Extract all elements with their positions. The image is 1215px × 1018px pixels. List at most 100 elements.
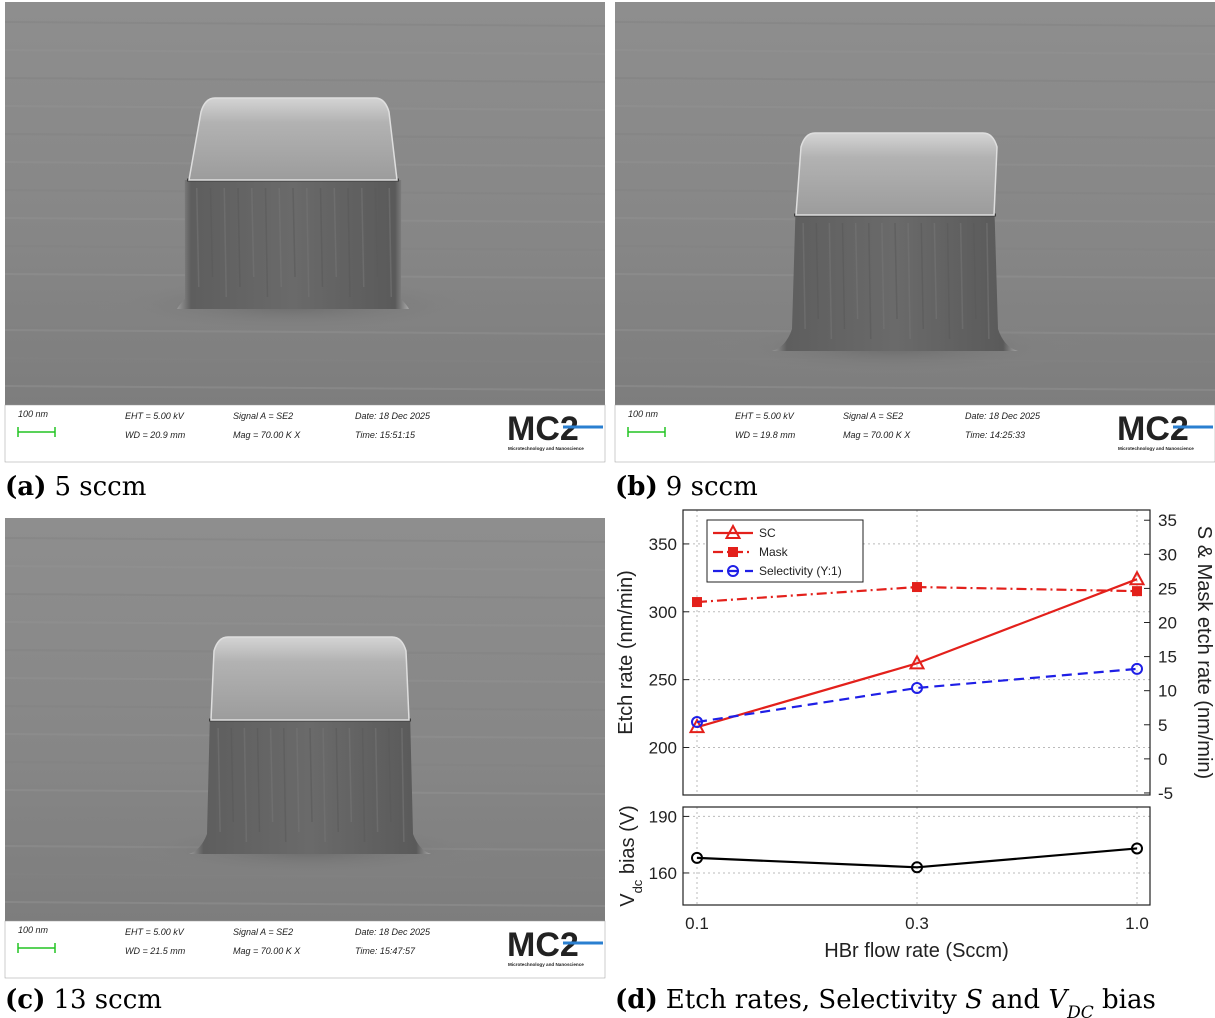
- y-tick-label: 190: [649, 807, 677, 826]
- striation: [256, 727, 261, 833]
- sem-wd: WD = 21.5 mm: [125, 946, 186, 956]
- striation: [251, 187, 255, 278]
- texture: [4, 77, 606, 83]
- striation: [841, 222, 846, 330]
- texture: [4, 21, 606, 27]
- sem-wd: WD = 19.8 mm: [735, 430, 796, 440]
- plot: 200 250 300 350 -5 0 5 10 15 20 25 30 35 Etch rate (n…: [615, 509, 1215, 803]
- pillar-cap: [188, 97, 398, 181]
- marker: [912, 582, 922, 593]
- y2-tick-label: 25: [1158, 579, 1177, 598]
- x-tick-label: 1.0: [1125, 914, 1149, 933]
- sem-date: Date: 18 Dec 2025: [355, 927, 431, 937]
- striation: [292, 187, 296, 278]
- x-tick-label: 0.1: [685, 914, 709, 933]
- sem-date: Date: 18 Dec 2025: [355, 411, 431, 421]
- marker: [724, 523, 742, 539]
- striation: [283, 727, 287, 843]
- sem-time: Time: 14:25:33: [965, 430, 1025, 440]
- striation: [907, 222, 911, 340]
- texture: [4, 593, 606, 599]
- marker: [1131, 662, 1143, 675]
- y-axis-label: Etch rate (nm/min): [615, 570, 637, 734]
- striation: [374, 187, 379, 278]
- sem-eht: EHT = 5.00 kV: [125, 927, 185, 937]
- series-line: [696, 578, 1138, 729]
- striation: [243, 727, 248, 843]
- striation: [306, 187, 310, 298]
- sem-logo_sub: Microtechnology and Nanoscience: [508, 446, 584, 451]
- striation: [196, 187, 200, 288]
- texture: [614, 385, 1215, 391]
- striation: [309, 727, 313, 823]
- sem-mag: Mag = 70.00 K X: [843, 430, 911, 440]
- marker: [911, 681, 923, 694]
- marker: [727, 565, 739, 577]
- striation: [223, 187, 227, 298]
- striation: [348, 727, 353, 823]
- sem-logo_sub: Microtechnology and Nanoscience: [508, 962, 584, 967]
- x-tick-label: 0.3: [905, 914, 929, 933]
- sem-signal: Signal A = SE2: [233, 927, 293, 937]
- y-axis-label-part: V: [617, 893, 639, 907]
- texture: [4, 49, 606, 55]
- striation: [388, 187, 392, 298]
- series-line: [696, 847, 1138, 869]
- striation: [894, 222, 898, 320]
- info-bar: [4, 920, 606, 979]
- texture: [614, 21, 1215, 27]
- texture: [4, 565, 606, 571]
- marker: [691, 716, 703, 729]
- striation: [278, 187, 282, 288]
- marker: [692, 597, 702, 608]
- marker: [1128, 570, 1146, 586]
- striation: [401, 727, 405, 843]
- caption-text: 13 sccm: [53, 985, 161, 1015]
- y2-tick-label: 30: [1158, 545, 1177, 564]
- striation: [388, 727, 392, 823]
- y-axis-label: Vdc bias (V): [617, 805, 645, 907]
- striation: [881, 222, 885, 330]
- texture: [4, 621, 606, 627]
- pillar-body: [772, 215, 1018, 351]
- caption-text: 9 sccm: [666, 472, 758, 502]
- y-tick-label: 200: [649, 739, 677, 758]
- sem-eht: EHT = 5.00 kV: [125, 411, 185, 421]
- y2-tick-label: 10: [1158, 682, 1177, 701]
- sem-signal: Signal A = SE2: [233, 411, 293, 421]
- caption-label: (a): [5, 472, 46, 502]
- legend-label: Selectivity (Y:1): [759, 564, 842, 578]
- caption-text: V: [1048, 985, 1069, 1015]
- striation: [269, 727, 274, 823]
- sem-mag: Mag = 70.00 K X: [233, 430, 301, 440]
- texture: [4, 385, 606, 391]
- plot-area: [683, 807, 1150, 905]
- marker: [691, 851, 703, 864]
- striation: [361, 187, 365, 288]
- plot-frame: [682, 806, 1151, 906]
- y-tick-label: 300: [649, 603, 677, 622]
- caption-label: (c): [5, 985, 45, 1015]
- sem-wd: WD = 20.9 mm: [125, 430, 186, 440]
- striation: [959, 222, 964, 330]
- sem-logo_sub: Microtechnology and Nanoscience: [1118, 446, 1194, 451]
- striation: [374, 727, 379, 833]
- y2-tick-label: 5: [1158, 716, 1167, 735]
- texture: [4, 357, 606, 363]
- sem-logo: MC2: [507, 926, 579, 964]
- sem-time: Time: 15:47:57: [355, 946, 416, 956]
- striation: [264, 187, 269, 298]
- y-tick-label: 350: [649, 535, 677, 554]
- sem-scale: 100 nm: [628, 409, 659, 419]
- caption-label: (b): [615, 472, 658, 502]
- y-axis-label-sub: dc: [630, 879, 645, 893]
- caption-text: bias: [1094, 985, 1156, 1015]
- caption-text: and: [983, 985, 1048, 1015]
- striation: [217, 727, 221, 833]
- striation: [946, 222, 951, 340]
- marker: [728, 547, 738, 557]
- sem-image: 100 nm EHT = 5.00 kV WD = 21.5 mm Signal A …: [4, 518, 606, 979]
- pillar-body: [189, 720, 431, 854]
- y2-axis-label: S & Mask etch rate (nm/min): [1193, 526, 1215, 779]
